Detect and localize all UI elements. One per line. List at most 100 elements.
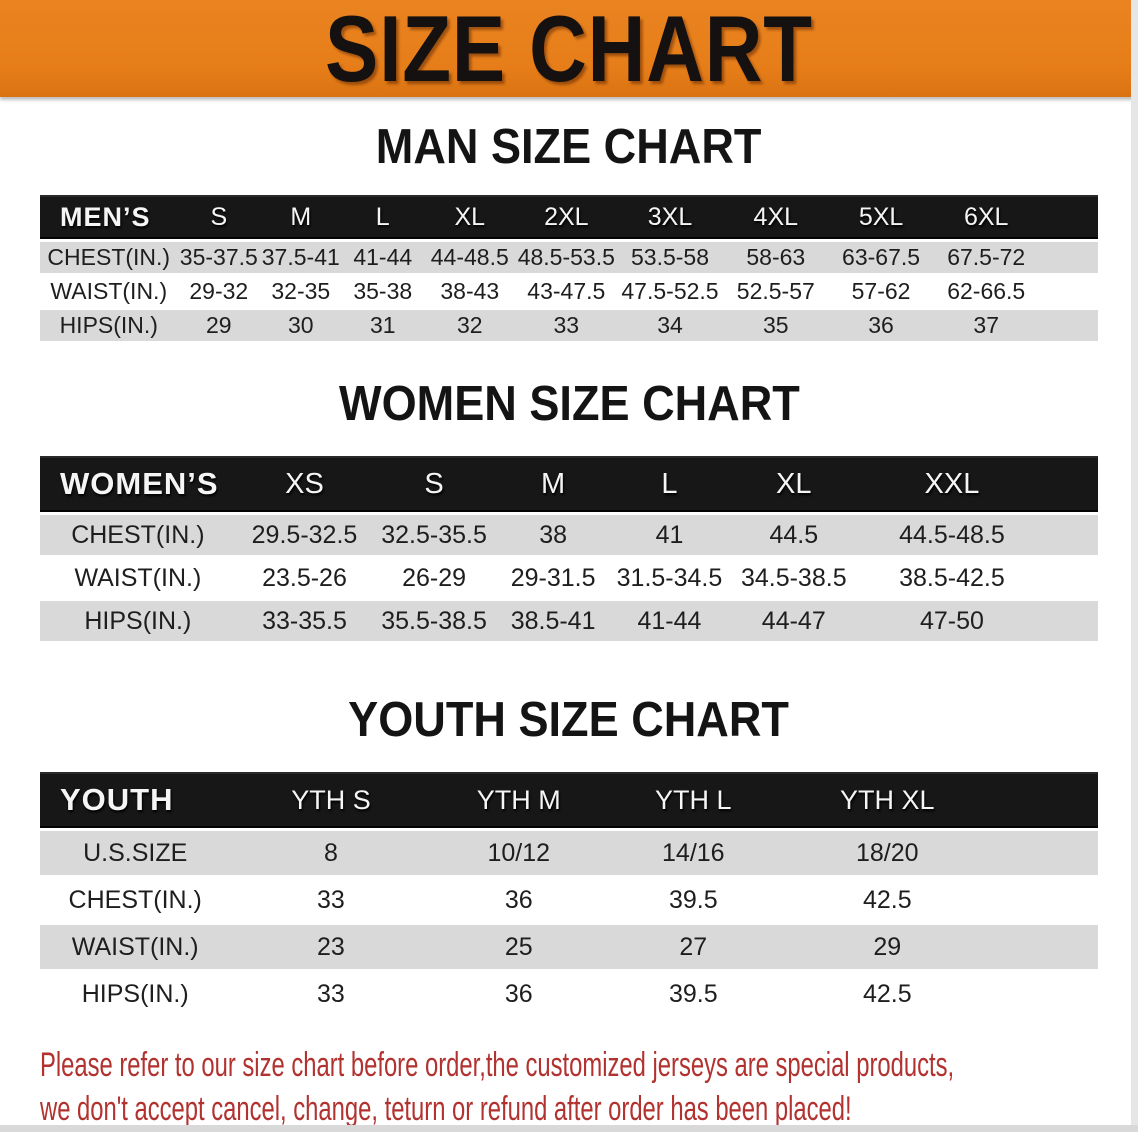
measurement-row-label: CHEST(IN.) bbox=[40, 242, 178, 273]
men-section-heading-text: MAN SIZE CHART bbox=[376, 120, 762, 174]
men-size-table: MEN’S S M L XL 2XL 3XL 4XL 5XL 6XL CHEST(IN.) 35-37… bbox=[40, 192, 1098, 344]
men-section-heading: MAN SIZE CHART bbox=[0, 123, 1138, 172]
youth-size-table: YOUTH YTH S YTH M YTH L YTH XL U.S.SIZE 8 10/12… bbox=[40, 769, 1098, 1019]
size-value-cell: 43-47.5 bbox=[515, 276, 618, 307]
size-column-header: L bbox=[611, 456, 728, 512]
size-column-header: L bbox=[341, 195, 425, 239]
size-value-cell: 41-44 bbox=[341, 242, 425, 273]
size-column-header: S bbox=[177, 195, 261, 239]
page-title: SIZE CHART bbox=[325, 0, 813, 101]
size-value-cell: 33-35.5 bbox=[235, 601, 374, 641]
size-value-cell: 29-31.5 bbox=[494, 558, 612, 598]
size-column-header: YTH L bbox=[606, 772, 781, 828]
image-right-edge bbox=[1131, 0, 1138, 1132]
size-column-header: XXL bbox=[859, 456, 1098, 512]
measurement-row: HIPS(IN.) 33 36 39.5 42.5 bbox=[40, 972, 1098, 1016]
size-value-cell: 48.5-53.5 bbox=[515, 242, 618, 273]
size-value-cell: 41-44 bbox=[611, 601, 728, 641]
measurement-row: CHEST(IN.) 33 36 39.5 42.5 bbox=[40, 878, 1098, 922]
women-size-table: WOMEN’S XS S M L XL XXL CHEST(IN.) 29.5-32.5 32.5… bbox=[40, 453, 1098, 644]
size-column-header: M bbox=[494, 456, 612, 512]
size-header-row: YOUTH YTH S YTH M YTH L YTH XL bbox=[40, 772, 1098, 828]
size-value-cell: 14/16 bbox=[606, 831, 781, 875]
size-value-cell: 32.5-35.5 bbox=[373, 515, 495, 555]
size-value-cell: 53.5-58 bbox=[617, 242, 723, 273]
size-value-cell: 32-35 bbox=[260, 276, 342, 307]
size-value-cell: 36 bbox=[828, 310, 934, 341]
size-value-cell: 47.5-52.5 bbox=[617, 276, 723, 307]
disclaimer-note: Please refer to our size chart before or… bbox=[40, 1043, 1138, 1131]
measurement-row: WAIST(IN.) 29-32 32-35 35-38 38-43 43-47.5 47.… bbox=[40, 276, 1098, 307]
table-corner-label: WOMEN’S bbox=[40, 456, 236, 512]
size-value-cell: 38 bbox=[494, 515, 612, 555]
size-chart-banner: SIZE CHART bbox=[0, 0, 1138, 97]
measurement-row-label: WAIST(IN.) bbox=[40, 558, 236, 598]
size-value-cell: 63-67.5 bbox=[828, 242, 934, 273]
disclaimer-line-2: we don't accept cancel, change, teturn o… bbox=[40, 1090, 852, 1128]
size-value-cell: 23.5-26 bbox=[235, 558, 374, 598]
size-value-cell: 38-43 bbox=[424, 276, 516, 307]
size-value-cell: 37.5-41 bbox=[260, 242, 342, 273]
size-value-cell: 36 bbox=[431, 878, 607, 922]
size-column-header: 2XL bbox=[515, 195, 618, 239]
size-value-cell: 67.5-72 bbox=[933, 242, 1098, 273]
measurement-row: HIPS(IN.) 33-35.5 35.5-38.5 38.5-41 41-44 44-… bbox=[40, 601, 1098, 641]
size-value-cell: 44-47 bbox=[727, 601, 860, 641]
measurement-row-label: WAIST(IN.) bbox=[40, 276, 178, 307]
size-value-cell: 62-66.5 bbox=[933, 276, 1098, 307]
size-header-row: MEN’S S M L XL 2XL 3XL 4XL 5XL 6XL bbox=[40, 195, 1098, 239]
women-size-section: WOMEN SIZE CHART WOMEN’S XS S M L XL XXL CHEST(… bbox=[0, 380, 1138, 644]
size-value-cell: 42.5 bbox=[780, 878, 1098, 922]
measurement-row: CHEST(IN.) 29.5-32.5 32.5-35.5 38 41 44.5 44.5… bbox=[40, 515, 1098, 555]
size-value-cell: 34.5-38.5 bbox=[727, 558, 860, 598]
size-value-cell: 27 bbox=[606, 925, 781, 969]
size-value-cell: 36 bbox=[431, 972, 607, 1016]
size-value-cell: 26-29 bbox=[373, 558, 495, 598]
women-section-heading: WOMEN SIZE CHART bbox=[0, 380, 1138, 429]
measurement-row-label: CHEST(IN.) bbox=[40, 878, 231, 922]
size-value-cell: 35.5-38.5 bbox=[373, 601, 495, 641]
measurement-row: WAIST(IN.) 23 25 27 29 bbox=[40, 925, 1098, 969]
size-column-header: XL bbox=[424, 195, 516, 239]
size-value-cell: 29 bbox=[177, 310, 261, 341]
measurement-row-label: CHEST(IN.) bbox=[40, 515, 236, 555]
size-value-cell: 38.5-41 bbox=[494, 601, 612, 641]
size-value-cell: 42.5 bbox=[780, 972, 1098, 1016]
measurement-row-label: HIPS(IN.) bbox=[40, 601, 236, 641]
size-value-cell: 18/20 bbox=[780, 831, 1098, 875]
size-value-cell: 34 bbox=[617, 310, 723, 341]
measurement-row: CHEST(IN.) 35-37.5 37.5-41 41-44 44-48.5 48.5… bbox=[40, 242, 1098, 273]
size-value-cell: 44.5-48.5 bbox=[859, 515, 1098, 555]
size-value-cell: 30 bbox=[260, 310, 342, 341]
size-value-cell: 33 bbox=[230, 972, 432, 1016]
size-column-header: 5XL bbox=[828, 195, 934, 239]
size-value-cell: 35-38 bbox=[341, 276, 425, 307]
size-value-cell: 44-48.5 bbox=[424, 242, 516, 273]
size-value-cell: 35-37.5 bbox=[177, 242, 261, 273]
table-corner-label: MEN’S bbox=[40, 195, 178, 239]
size-value-cell: 31 bbox=[341, 310, 425, 341]
size-column-header: YTH M bbox=[431, 772, 607, 828]
youth-size-section: YOUTH SIZE CHART YOUTH YTH S YTH M YTH L YTH… bbox=[0, 696, 1138, 1019]
size-value-cell: 32 bbox=[424, 310, 516, 341]
size-value-cell: 57-62 bbox=[828, 276, 934, 307]
measurement-row-label: U.S.SIZE bbox=[40, 831, 231, 875]
disclaimer-line-1: Please refer to our size chart before or… bbox=[40, 1046, 955, 1084]
youth-section-heading: YOUTH SIZE CHART bbox=[0, 696, 1138, 745]
size-value-cell: 23 bbox=[230, 925, 432, 969]
measurement-row-label: WAIST(IN.) bbox=[40, 925, 231, 969]
size-column-header: YTH XL bbox=[780, 772, 1098, 828]
size-column-header: M bbox=[260, 195, 342, 239]
size-column-header: S bbox=[373, 456, 495, 512]
size-value-cell: 33 bbox=[230, 878, 432, 922]
measurement-row-label: HIPS(IN.) bbox=[40, 972, 231, 1016]
size-value-cell: 39.5 bbox=[606, 878, 781, 922]
measurement-row: WAIST(IN.) 23.5-26 26-29 29-31.5 31.5-34.5 34… bbox=[40, 558, 1098, 598]
size-column-header: 3XL bbox=[617, 195, 723, 239]
size-column-header: 6XL bbox=[933, 195, 1098, 239]
size-value-cell: 33 bbox=[515, 310, 618, 341]
size-value-cell: 38.5-42.5 bbox=[859, 558, 1098, 598]
measurement-row: HIPS(IN.) 29 30 31 32 33 34 35 36 37 bbox=[40, 310, 1098, 341]
size-value-cell: 41 bbox=[611, 515, 728, 555]
size-column-header: XS bbox=[235, 456, 374, 512]
